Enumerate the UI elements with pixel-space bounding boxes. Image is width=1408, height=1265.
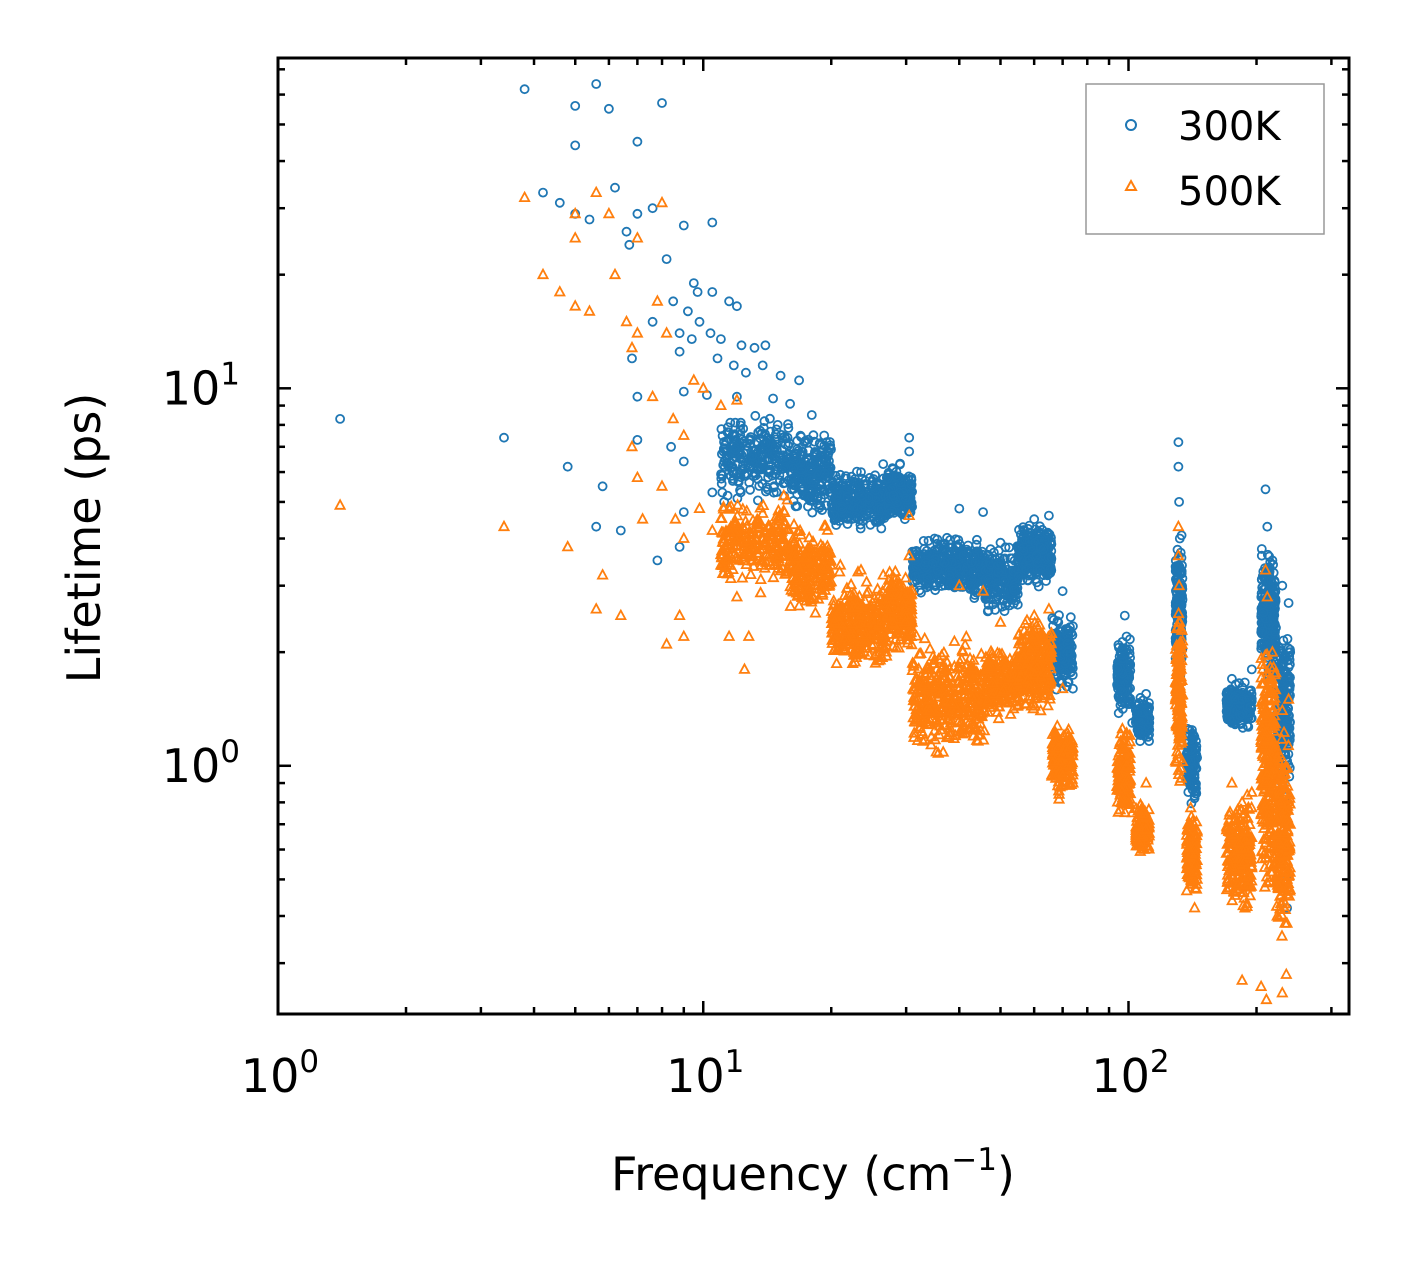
data-point	[725, 417, 736, 428]
data-point	[744, 435, 755, 446]
data-point	[870, 517, 881, 527]
data-point	[803, 434, 814, 445]
data-point	[802, 492, 813, 503]
data-point	[785, 460, 796, 471]
data-point	[810, 461, 821, 472]
data-point	[821, 454, 832, 465]
data-point	[815, 500, 826, 511]
data-point	[772, 419, 783, 430]
data-point	[729, 429, 740, 440]
data-point	[753, 495, 763, 506]
data-point	[760, 429, 770, 439]
data-point	[720, 443, 730, 454]
data-point	[735, 420, 746, 431]
data-point	[723, 433, 734, 444]
data-point	[864, 492, 874, 503]
data-point	[837, 503, 848, 514]
data-point	[819, 468, 830, 479]
data-point	[723, 461, 734, 472]
data-point	[758, 422, 769, 433]
data-point	[783, 423, 794, 433]
data-point	[831, 491, 842, 502]
data-point	[765, 413, 775, 424]
data-point	[737, 463, 748, 474]
data-point	[788, 463, 799, 474]
data-point	[780, 433, 791, 444]
data-point	[762, 482, 772, 493]
data-point	[889, 507, 899, 518]
data-point	[811, 447, 822, 458]
data-point	[854, 487, 865, 497]
data-point	[858, 515, 868, 526]
data-point	[730, 444, 741, 455]
data-point	[771, 429, 781, 440]
data-point	[842, 504, 853, 514]
data-point	[797, 486, 807, 497]
data-point	[842, 491, 853, 502]
data-point	[814, 480, 825, 491]
data-point	[895, 459, 905, 470]
data-point	[887, 463, 898, 474]
data-point	[733, 477, 744, 488]
data-point	[783, 419, 793, 430]
data-point	[730, 417, 741, 428]
data-point	[768, 482, 779, 493]
data-point	[831, 520, 842, 530]
data-point	[827, 476, 838, 487]
data-point	[760, 438, 771, 449]
data-point	[796, 446, 807, 457]
data-point	[717, 487, 728, 498]
data-point	[873, 505, 884, 516]
data-point	[829, 510, 840, 521]
data-point	[791, 449, 802, 460]
data-point	[836, 479, 847, 490]
data-point	[806, 484, 817, 495]
data-point	[789, 472, 800, 483]
data-point	[778, 478, 789, 489]
data-point	[848, 502, 859, 512]
data-point	[771, 487, 782, 498]
data-point	[770, 441, 781, 452]
data-point	[745, 484, 755, 495]
data-point	[809, 436, 820, 447]
data-point	[761, 486, 771, 497]
data-point	[750, 410, 761, 421]
data-point	[806, 475, 817, 486]
data-point	[747, 450, 758, 461]
data-point	[827, 509, 838, 519]
data-point	[842, 519, 853, 529]
data-point	[716, 424, 727, 435]
data-point	[813, 469, 824, 480]
data-point	[883, 473, 893, 484]
data-point	[716, 469, 726, 480]
data-point	[854, 478, 865, 488]
data-point	[906, 479, 917, 490]
data-point	[885, 484, 896, 495]
data-point	[750, 470, 761, 481]
data-point	[763, 467, 773, 478]
data-point	[771, 424, 782, 435]
data-point	[738, 436, 749, 447]
data-point	[792, 501, 803, 512]
data-point	[736, 449, 747, 460]
data-point	[864, 508, 875, 519]
data-point	[759, 416, 770, 427]
data-point	[805, 458, 816, 469]
data-point	[806, 463, 816, 474]
data-point	[773, 465, 783, 476]
data-points	[333, 79, 1297, 1005]
data-point	[764, 453, 775, 464]
data-point	[797, 481, 808, 492]
data-point	[748, 457, 758, 468]
